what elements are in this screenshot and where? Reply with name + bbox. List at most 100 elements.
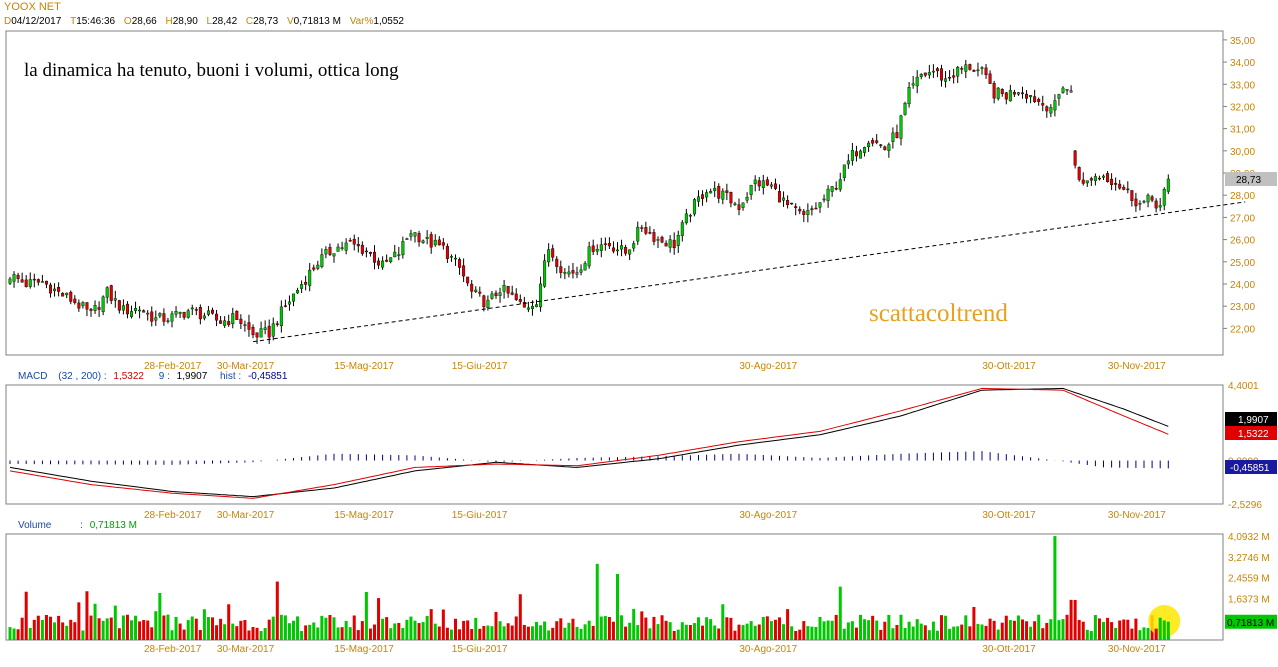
candle-body (308, 269, 312, 286)
volume-bar (1057, 620, 1061, 640)
volume-bar (927, 630, 931, 640)
volume-bar (1016, 615, 1020, 640)
volume-bar (895, 624, 899, 640)
candle-body (437, 239, 441, 246)
volume-bar (996, 629, 1000, 640)
volume-bar (393, 623, 397, 640)
volume-bar (1126, 619, 1130, 640)
candle-body (680, 222, 684, 236)
hist-colon: : (235, 371, 242, 382)
candle-body (275, 323, 279, 325)
volume-bar (749, 621, 753, 640)
candle-body (1073, 150, 1077, 166)
volume-bar (1000, 622, 1004, 640)
candle-body (891, 132, 895, 142)
volume-bar (522, 624, 526, 640)
volume-bar (36, 615, 40, 640)
volume-bar (283, 615, 287, 640)
candle-body (794, 206, 798, 208)
candle-body (243, 324, 247, 326)
candle-body (364, 250, 368, 253)
volume-bar (745, 623, 749, 640)
candle-body (980, 67, 984, 69)
candle-body (255, 332, 259, 338)
volume-bar (441, 609, 445, 640)
candle-body (595, 248, 599, 252)
candle-body (559, 266, 563, 273)
volume-bar (834, 614, 838, 640)
candle-body (150, 311, 154, 322)
volume-sep: : (80, 520, 83, 531)
price-tick-label: 26,00 (1230, 236, 1255, 247)
macd-value-label: 1,5322 (1238, 429, 1269, 440)
candle-body (320, 254, 324, 267)
candle-body (721, 190, 725, 200)
candle-body (854, 151, 858, 157)
macd-header: MACD (32 , 200) : 1,5322 9 : 1,9907 hist… (18, 371, 287, 382)
macd-name: MACD (18, 371, 48, 382)
price-x-label: 30-Mar-2017 (217, 361, 275, 372)
volume-bar (397, 622, 401, 640)
candle-body (57, 287, 61, 292)
candle-body (373, 251, 377, 263)
volume-bar (535, 621, 538, 640)
candle-body (915, 76, 919, 87)
candle-body (705, 192, 709, 198)
volume-bar (494, 611, 498, 640)
signal-line (9, 387, 1169, 498)
candle-body (89, 308, 93, 311)
volume-x-label: 15-Giu-2017 (452, 644, 508, 655)
candle-body (263, 327, 267, 330)
volume-bar (239, 620, 243, 640)
candle-body (1021, 92, 1025, 95)
volume-bar (1093, 615, 1097, 640)
volume-bar (57, 615, 61, 640)
candle-body (611, 247, 615, 252)
volume-bar (976, 623, 980, 640)
volume-bar (296, 616, 300, 640)
volume-bar (336, 627, 340, 640)
candle-body (745, 196, 749, 201)
candle-body (676, 235, 680, 246)
volume-bar (215, 625, 219, 640)
volume-x-label: 30-Nov-2017 (1108, 644, 1166, 655)
candle-body (32, 278, 36, 281)
volume-bar (899, 614, 903, 640)
candle-body (109, 285, 113, 301)
volume-bar (117, 628, 121, 640)
volume-bar (854, 627, 858, 640)
candle-body (1049, 107, 1053, 114)
volume-bar (138, 621, 142, 640)
candle-body (563, 272, 567, 274)
candle-body (36, 279, 40, 283)
volume-bar (130, 620, 133, 640)
volume-bar (919, 623, 923, 640)
volume-value-box (1225, 614, 1277, 629)
open-label: O (123, 16, 132, 27)
volume-bar (1073, 599, 1077, 640)
volume-bar (773, 619, 777, 640)
volume-bar (697, 617, 700, 640)
candle-body (875, 140, 879, 143)
volume-bar (267, 619, 271, 640)
volume-bar (1077, 619, 1081, 640)
candle-body (49, 284, 53, 294)
volume-bar (1146, 627, 1150, 640)
candle-body (968, 64, 972, 70)
candle-body (1065, 89, 1069, 91)
volume-bar (830, 620, 834, 640)
macd-x-label: 28-Feb-2017 (144, 510, 202, 521)
volume-bar (709, 619, 713, 640)
candle-body (344, 242, 348, 251)
volume-bar (24, 591, 28, 640)
candle-body (656, 239, 660, 241)
candle-body (583, 263, 587, 271)
volume-bar (1162, 620, 1166, 640)
candle-body (688, 214, 692, 217)
price-layer: 35,0034,0033,0032,0031,0030,0029,0028,00… (8, 36, 1277, 655)
volume-bar (1037, 614, 1041, 640)
volume-bar (65, 625, 69, 640)
candle-body (567, 271, 571, 275)
candle-body (324, 249, 328, 255)
volume-bar (656, 624, 660, 640)
